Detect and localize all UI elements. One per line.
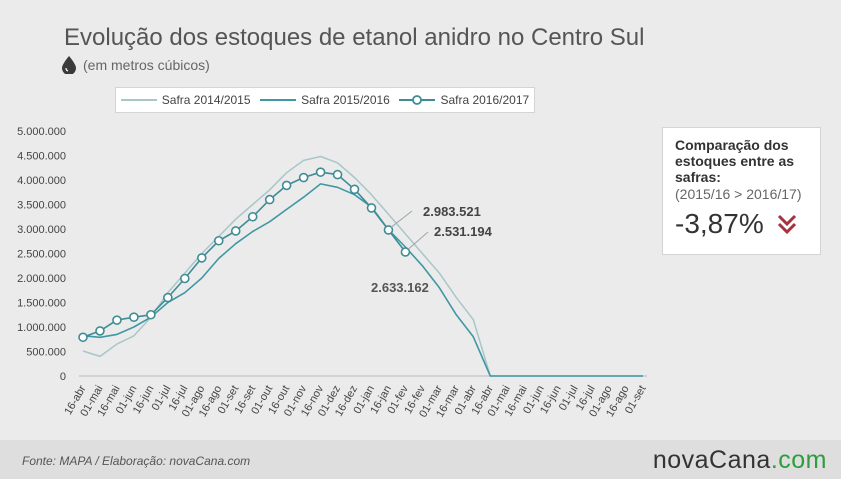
legend-swatch-2016 bbox=[399, 95, 436, 105]
series-2016-point bbox=[315, 167, 326, 177]
legend: Safra 2014/2015 Safra 2015/2016 Safra 20… bbox=[115, 87, 535, 113]
legend-label-2015: Safra 2015/2016 bbox=[301, 93, 390, 107]
drop-icon bbox=[62, 56, 76, 74]
series-2016-point bbox=[332, 169, 343, 180]
series-2016-point bbox=[366, 203, 377, 213]
series-2016-point bbox=[281, 180, 292, 191]
novacana-logo: novaCana.com bbox=[653, 446, 827, 475]
legend-item-2016: Safra 2016/2017 bbox=[399, 93, 529, 107]
y-tick-label: 0 bbox=[60, 371, 66, 383]
series-2016-point bbox=[383, 225, 394, 235]
y-tick-label: 2.000.000 bbox=[17, 273, 66, 285]
y-tick-label: 5.000.000 bbox=[17, 126, 66, 138]
legend-swatch-2014 bbox=[120, 99, 157, 101]
source-note: Fonte: MAPA / Elaboração: novaCana.com bbox=[22, 454, 251, 468]
logo-main: novaCana bbox=[652, 446, 771, 474]
legend-item-2014: Safra 2014/2015 bbox=[120, 93, 251, 107]
y-tick-label: 1.500.000 bbox=[17, 298, 66, 310]
legend-label-2016: Safra 2016/2017 bbox=[440, 93, 530, 107]
chart-title: Evolução dos estoques de etanol anidro n… bbox=[64, 24, 645, 51]
logo-suffix: .com bbox=[770, 446, 827, 474]
y-tick-label: 3.500.000 bbox=[17, 200, 66, 212]
legend-item-2015: Safra 2015/2016 bbox=[260, 93, 390, 107]
y-tick-label: 4.000.000 bbox=[17, 175, 66, 187]
series-2016-point bbox=[298, 172, 309, 183]
annotation-label: 2.983.521 bbox=[423, 204, 481, 219]
y-tick-label: 1.000.000 bbox=[17, 322, 66, 334]
comparison-subtitle: (2015/16 > 2016/17) bbox=[675, 186, 802, 202]
series-2016-point bbox=[400, 247, 411, 257]
annotation-label: 2.633.162 bbox=[371, 280, 429, 295]
annotation-leader bbox=[390, 210, 413, 229]
legend-swatch-2015 bbox=[260, 99, 297, 101]
chart-subtitle: (em metros cúbicos) bbox=[83, 57, 210, 73]
series-2016-point bbox=[349, 184, 360, 195]
legend-label-2014: Safra 2014/2015 bbox=[161, 93, 251, 107]
y-tick-label: 2.500.000 bbox=[17, 249, 66, 261]
series-2016-point bbox=[230, 226, 241, 236]
annotation-leader bbox=[408, 231, 429, 250]
line-chart: 0 500.000 1.000.000 1.500.000 2.000.000 2.500… bbox=[17, 126, 649, 420]
series-2016-point bbox=[213, 235, 224, 246]
comparison-title: Comparação dos estoques entre as safras: bbox=[675, 137, 795, 185]
annotation-label: 2.531.194 bbox=[434, 224, 493, 239]
series-2016-point bbox=[95, 326, 105, 336]
double-chevron-down-icon bbox=[777, 214, 796, 235]
series-2016-point bbox=[247, 211, 258, 222]
series-2016-point bbox=[129, 312, 139, 323]
series-2014-line bbox=[82, 155, 643, 377]
series-2016-point bbox=[196, 253, 207, 263]
series-2016-point bbox=[264, 194, 275, 205]
series-2016-point bbox=[146, 309, 156, 320]
y-tick-label: 3.000.000 bbox=[17, 224, 66, 236]
comparison-box: Comparação dos estoques entre as safras:… bbox=[662, 127, 821, 255]
series-2016-point bbox=[163, 292, 173, 303]
series-2016-point bbox=[78, 332, 88, 343]
series-2016-point bbox=[180, 273, 190, 284]
y-tick-label: 4.500.000 bbox=[17, 151, 66, 163]
subtitle-row: (em metros cúbicos) bbox=[62, 56, 210, 74]
comparison-value: -3,87% bbox=[675, 208, 764, 239]
footer: Fonte: MAPA / Elaboração: novaCana.com n… bbox=[0, 440, 841, 479]
series-2015-line bbox=[82, 183, 643, 377]
comparison-row: -3,87% bbox=[675, 208, 820, 240]
series-2016-point bbox=[112, 315, 122, 325]
y-tick-label: 500.000 bbox=[26, 347, 66, 359]
